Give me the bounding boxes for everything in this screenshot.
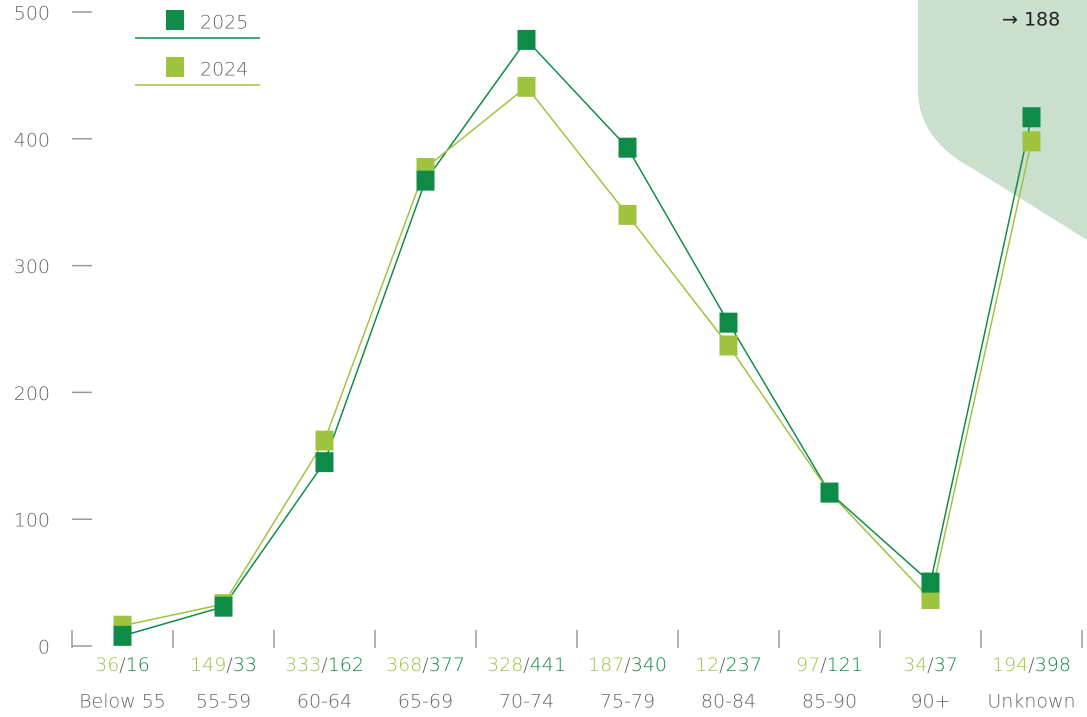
count-label-left: 149 (190, 654, 226, 676)
y-tick-label: 0 (38, 637, 50, 659)
count-label-right: 340 (631, 654, 667, 676)
count-label-separator: / (624, 654, 631, 676)
y-tick-label: 500 (14, 3, 50, 25)
marker (315, 452, 334, 473)
count-label-right: 441 (530, 654, 566, 676)
x-tick-label: Unknown (987, 691, 1075, 713)
count-label-left: 187 (588, 654, 624, 676)
count-label-right: 33 (233, 654, 257, 676)
marker (1022, 131, 1041, 152)
callout: → 188 (1002, 9, 1060, 31)
count-label-separator: / (321, 654, 328, 676)
count-label-right: 37 (934, 654, 958, 676)
x-tick-label: 65-69 (398, 691, 453, 713)
count-label-left: 34 (903, 654, 927, 676)
count-label-left: 194 (992, 654, 1028, 676)
legend-label: 2024 (200, 59, 248, 81)
count-label: 187/340 (588, 654, 667, 676)
x-tick-label: 90+ (910, 691, 950, 713)
count-label: 194/398 (992, 654, 1071, 676)
count-label: 97/121 (796, 654, 863, 676)
count-label-left: 368 (386, 654, 422, 676)
y-tick-label: 100 (14, 510, 50, 532)
series-line (122, 85, 1033, 627)
count-label-separator: / (719, 654, 726, 676)
count-label-separator: / (119, 654, 126, 676)
count-label-separator: / (523, 654, 530, 676)
marker (517, 29, 536, 50)
count-label-separator: / (226, 654, 233, 676)
marker (719, 312, 738, 333)
count-label: 333/162 (285, 654, 364, 676)
x-tick-label: Below 55 (79, 691, 166, 713)
marker (921, 589, 940, 610)
marker (618, 137, 637, 158)
legend-swatch (166, 10, 184, 30)
count-label-right: 398 (1035, 654, 1071, 676)
legend-swatch (166, 57, 184, 77)
y-tick-label: 300 (14, 256, 50, 278)
count-label-left: 12 (695, 654, 719, 676)
count-label-left: 36 (95, 654, 119, 676)
count-label-right: 16 (126, 654, 150, 676)
x-tick-label: 70-74 (499, 691, 554, 713)
count-label-right: 237 (726, 654, 762, 676)
legend-label: 2025 (200, 12, 248, 34)
callout-panel (918, 0, 1087, 240)
x-tick-label: 85-90 (802, 691, 857, 713)
count-label-separator: / (422, 654, 429, 676)
count-label: 36/16 (95, 654, 150, 676)
count-label-separator: / (927, 654, 934, 676)
marker (921, 572, 940, 593)
marker (113, 625, 132, 646)
count-label-left: 97 (796, 654, 820, 676)
count-label: 368/377 (386, 654, 465, 676)
series-line (122, 38, 1033, 637)
x-tick-label: 75-79 (600, 691, 655, 713)
marker (719, 335, 738, 356)
marker (517, 76, 536, 97)
marker (820, 482, 839, 503)
y-tick-label: 200 (14, 383, 50, 405)
count-label-separator: / (1028, 654, 1035, 676)
y-tick-label: 400 (14, 129, 50, 151)
count-label: 149/33 (190, 654, 257, 676)
marker (315, 430, 334, 451)
x-tick-label: 55-59 (196, 691, 251, 713)
x-tick-label: 80-84 (701, 691, 756, 713)
count-label: 328/441 (487, 654, 566, 676)
marker (1022, 107, 1041, 128)
count-label-left: 333 (285, 654, 321, 676)
count-label-left: 328 (487, 654, 523, 676)
count-label-right: 162 (328, 654, 364, 676)
marker (618, 204, 637, 225)
marker (214, 596, 233, 617)
count-label-right: 121 (827, 654, 863, 676)
marker (416, 170, 435, 191)
count-label: 34/37 (903, 654, 958, 676)
count-label-right: 377 (429, 654, 465, 676)
count-label: 12/237 (695, 654, 762, 676)
count-label-separator: / (820, 654, 827, 676)
x-tick-label: 60-64 (297, 691, 352, 713)
